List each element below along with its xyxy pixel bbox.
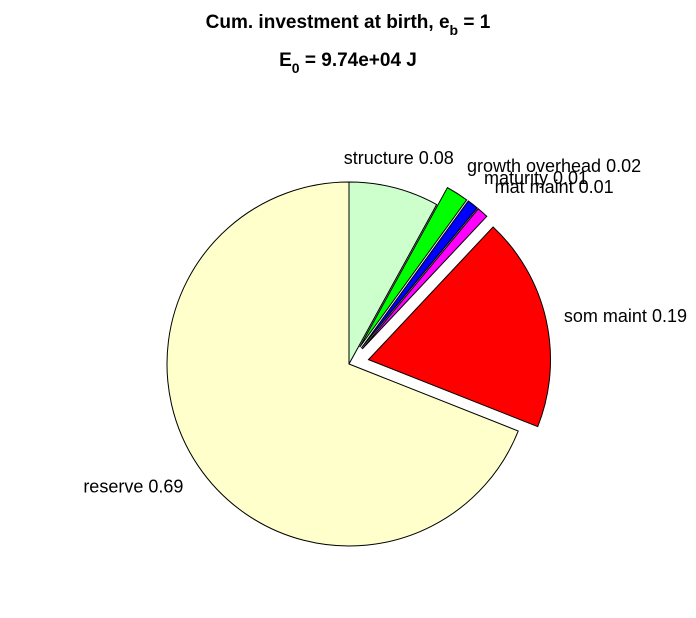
slice-label: structure 0.08: [344, 148, 454, 168]
value-label: 0.08: [419, 148, 454, 168]
value-label: 0.19: [652, 306, 687, 326]
category-label: growth overhead: [467, 156, 601, 176]
pie-slice: [359, 186, 468, 348]
slice-label: maturity 0.01: [484, 168, 588, 188]
category-label: maturity: [484, 168, 548, 188]
pie-slice: [360, 200, 478, 349]
slice-label: som maint 0.19: [564, 306, 687, 326]
value-label: 0.02: [606, 156, 641, 176]
category-label: som maint: [564, 306, 647, 326]
chart-subtitle: E0 = 9.74e+04 J: [279, 50, 417, 76]
category-label: mat maint: [495, 177, 574, 197]
title-subscript: b: [450, 22, 459, 38]
pie-slice: [361, 208, 488, 350]
slice-label: growth overhead 0.02: [467, 156, 641, 176]
title-text: = 1: [458, 12, 491, 33]
value-label: 0.01: [553, 168, 588, 188]
slice-label: mat maint 0.01: [495, 177, 614, 197]
category-label: reserve: [83, 477, 143, 497]
value-label: 0.69: [148, 477, 183, 497]
pie-slice: [367, 226, 551, 428]
subtitle-text: E: [279, 50, 292, 71]
slice-label: reserve 0.69: [83, 477, 183, 497]
chart-title: Cum. investment at birth, eb = 1: [206, 12, 491, 38]
title-text: Cum. investment at birth, e: [206, 12, 450, 33]
category-label: structure: [344, 148, 414, 168]
value-label: 0.01: [579, 177, 614, 197]
subtitle-text: = 9.74e+04 J: [300, 50, 417, 71]
pie-slice: [348, 181, 438, 365]
subtitle-subscript: 0: [292, 60, 300, 76]
pie-slice: [166, 181, 519, 547]
